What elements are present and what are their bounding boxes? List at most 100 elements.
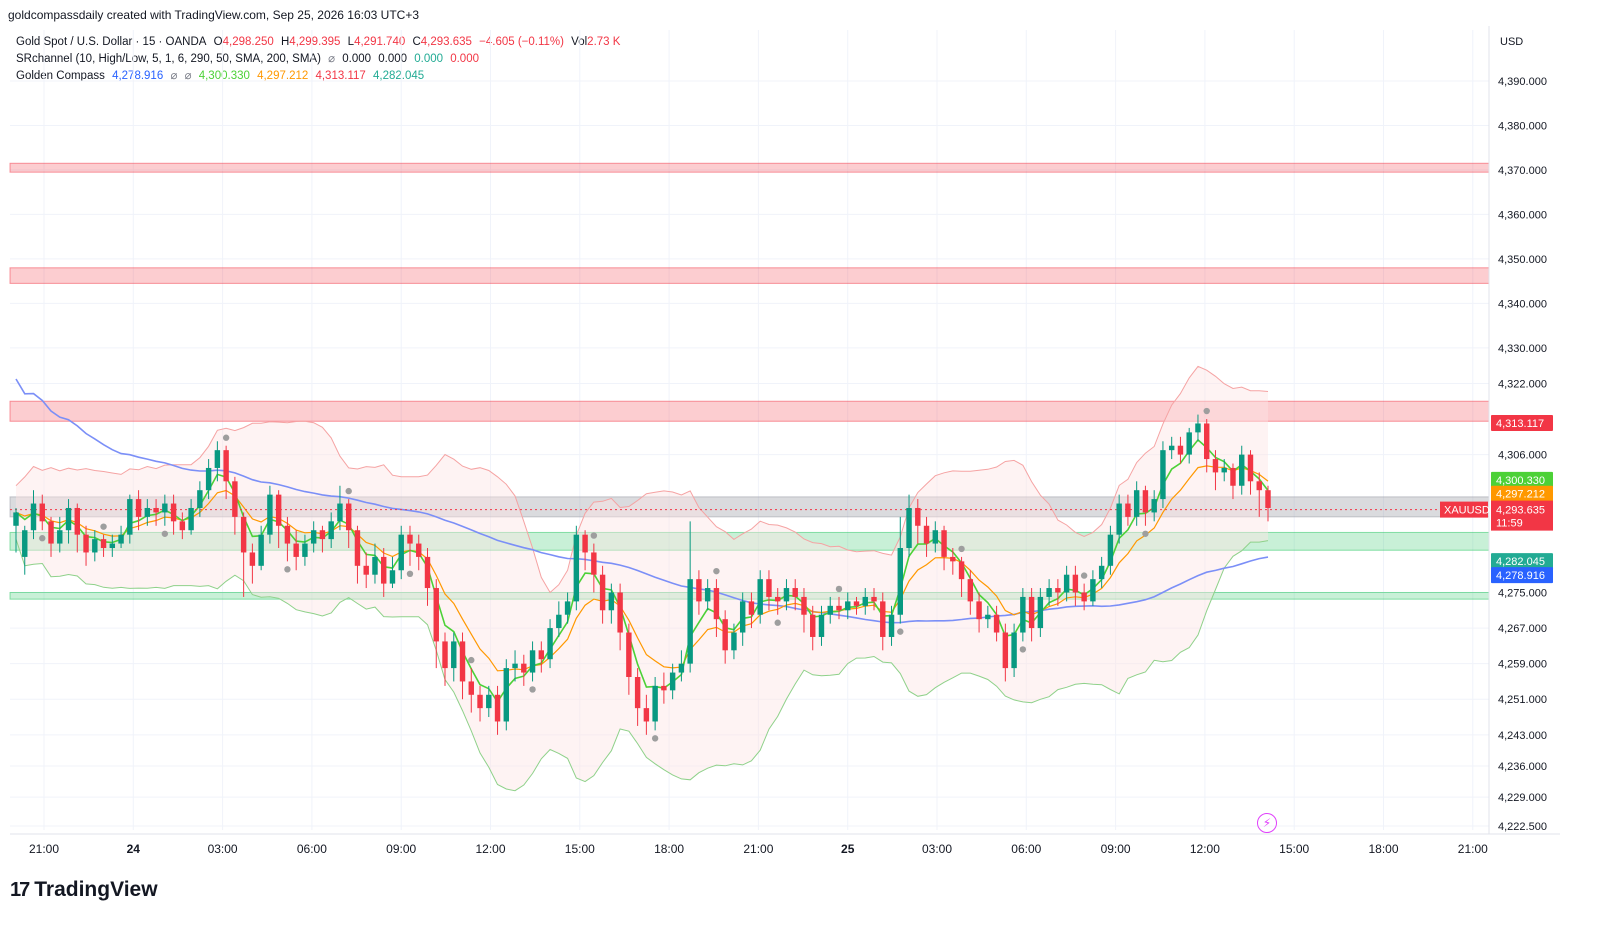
currency-label[interactable]: USD: [1500, 36, 1524, 48]
candle-body: [39, 503, 45, 522]
high-label: H: [280, 36, 290, 48]
candle-body: [1230, 467, 1236, 486]
time-label: 18:00: [1368, 842, 1398, 856]
candle-body: [1221, 467, 1227, 473]
legend: Gold Spot / U.S. Dollar · 15 · OANDA O4,…: [16, 34, 624, 85]
candle-body: [1160, 450, 1166, 500]
candle-body: [529, 650, 536, 673]
legend-row-srchannel[interactable]: SRchannel (10, High/Low, 5, 1, 6, 290, 5…: [16, 51, 624, 68]
close-label: C: [412, 36, 421, 48]
low-label: L: [347, 36, 355, 48]
sr-zone-resistance: [9, 267, 1490, 284]
candle-body: [398, 534, 404, 571]
candle-body: [1186, 432, 1192, 455]
candle-body: [722, 619, 728, 651]
candle-body: [1265, 490, 1271, 508]
signal-dot: [897, 628, 904, 635]
candle-body: [100, 539, 107, 549]
low-value: 4,291.740: [354, 36, 406, 48]
candle-body: [810, 614, 816, 637]
candle-body: [494, 694, 501, 722]
candle-body: [214, 450, 221, 468]
price-badge: [1491, 414, 1553, 431]
time-label: 03:00: [922, 842, 952, 856]
price-tick-label: 4,259.000: [1498, 659, 1547, 671]
price-badge-label: 4,297.212: [1496, 489, 1545, 501]
candle-body: [451, 641, 457, 669]
candle-body: [818, 614, 825, 637]
time-label: 12:00: [475, 842, 505, 856]
candle-body: [407, 534, 413, 544]
signal-dot: [713, 567, 720, 575]
price-axis: 4,390.000 4,380.000 4,370.000 4,360.000 4,35…: [10, 26, 1560, 835]
candle-body: [48, 521, 54, 544]
candles: [13, 407, 1271, 742]
price-badge-label: 4,300.330: [1496, 475, 1545, 487]
price-tick-label: 4,380.000: [1498, 120, 1547, 132]
candle-body: [65, 507, 72, 531]
candle-body: [459, 641, 466, 682]
candle-body: [766, 579, 772, 597]
candle-body: [915, 507, 921, 526]
chart-header: goldcompassdaily created with TradingVie…: [8, 8, 420, 22]
candle-body: [512, 663, 518, 669]
candle-body: [144, 507, 151, 517]
candle-body: [162, 503, 168, 513]
candle-body: [22, 530, 28, 557]
candle-body: [687, 579, 693, 664]
candle-body: [293, 543, 299, 557]
candle-body: [267, 494, 273, 535]
legend-row-main[interactable]: Gold Spot / U.S. Dollar · 15 · OANDA O4,…: [16, 34, 624, 51]
candle-body: [188, 507, 194, 531]
candle-body: [1081, 592, 1087, 602]
candle-body: [932, 530, 939, 544]
signal-dot: [222, 434, 230, 441]
candle-body: [433, 588, 439, 642]
candle-body: [652, 685, 658, 722]
candle-body: [83, 534, 89, 553]
srchannel-value-2: 0.000: [378, 53, 408, 65]
candle-body: [1002, 632, 1009, 669]
last-price-badge: [1491, 500, 1553, 531]
lightning-icon[interactable]: ⚡: [1257, 813, 1277, 833]
candle-body: [205, 467, 212, 491]
candle-body: [1195, 423, 1201, 433]
legend-row-golden-compass[interactable]: Golden Compass 4,278.916 ⌀ ⌀ 4,300.330 4…: [16, 68, 624, 85]
candle-body: [170, 503, 177, 522]
visibility-icon[interactable]: ⌀: [170, 70, 178, 82]
price-tick-label: 4,390.000: [1498, 76, 1547, 88]
time-label: 09:00: [1101, 842, 1131, 856]
candle-body: [1107, 534, 1114, 566]
visibility-icon[interactable]: ⌀: [184, 70, 192, 82]
candle-body: [661, 685, 667, 691]
candle-body: [757, 579, 763, 615]
visibility-icon[interactable]: ⌀: [328, 53, 336, 65]
candle-body: [486, 694, 492, 709]
candle-body: [538, 650, 545, 660]
signal-dot: [774, 619, 781, 626]
candle-body: [608, 592, 615, 611]
gc-value-5: 4,282.045: [372, 70, 425, 82]
price-badge: [1491, 471, 1553, 488]
candle-body: [310, 530, 317, 544]
candle-body: [223, 450, 229, 482]
candle-body: [564, 601, 571, 615]
signal-dot: [529, 686, 536, 693]
tradingview-logo: 17 TradingView: [10, 878, 158, 901]
time-axis: 21:00 24 03:00 06:00 09:00 12:00 15:00 18:00 21:…: [29, 842, 1488, 856]
candle-body: [1168, 445, 1175, 451]
candle-body: [836, 605, 842, 611]
candle-body: [118, 534, 124, 544]
gc-value-1: 4,278.916: [112, 70, 164, 82]
candle-body: [591, 552, 597, 575]
candle-body: [302, 543, 308, 557]
price-tick-label: 4,340.000: [1498, 298, 1547, 310]
golden-compass-name: Golden Compass: [16, 70, 105, 82]
candle-body: [1151, 499, 1157, 513]
srchannel-value-1: 0.000: [342, 53, 372, 65]
high-value: 4,299.395: [289, 36, 341, 48]
candle-body: [1098, 565, 1105, 580]
gc-value-2: 4,300.330: [198, 70, 250, 82]
time-label: 03:00: [208, 842, 238, 856]
